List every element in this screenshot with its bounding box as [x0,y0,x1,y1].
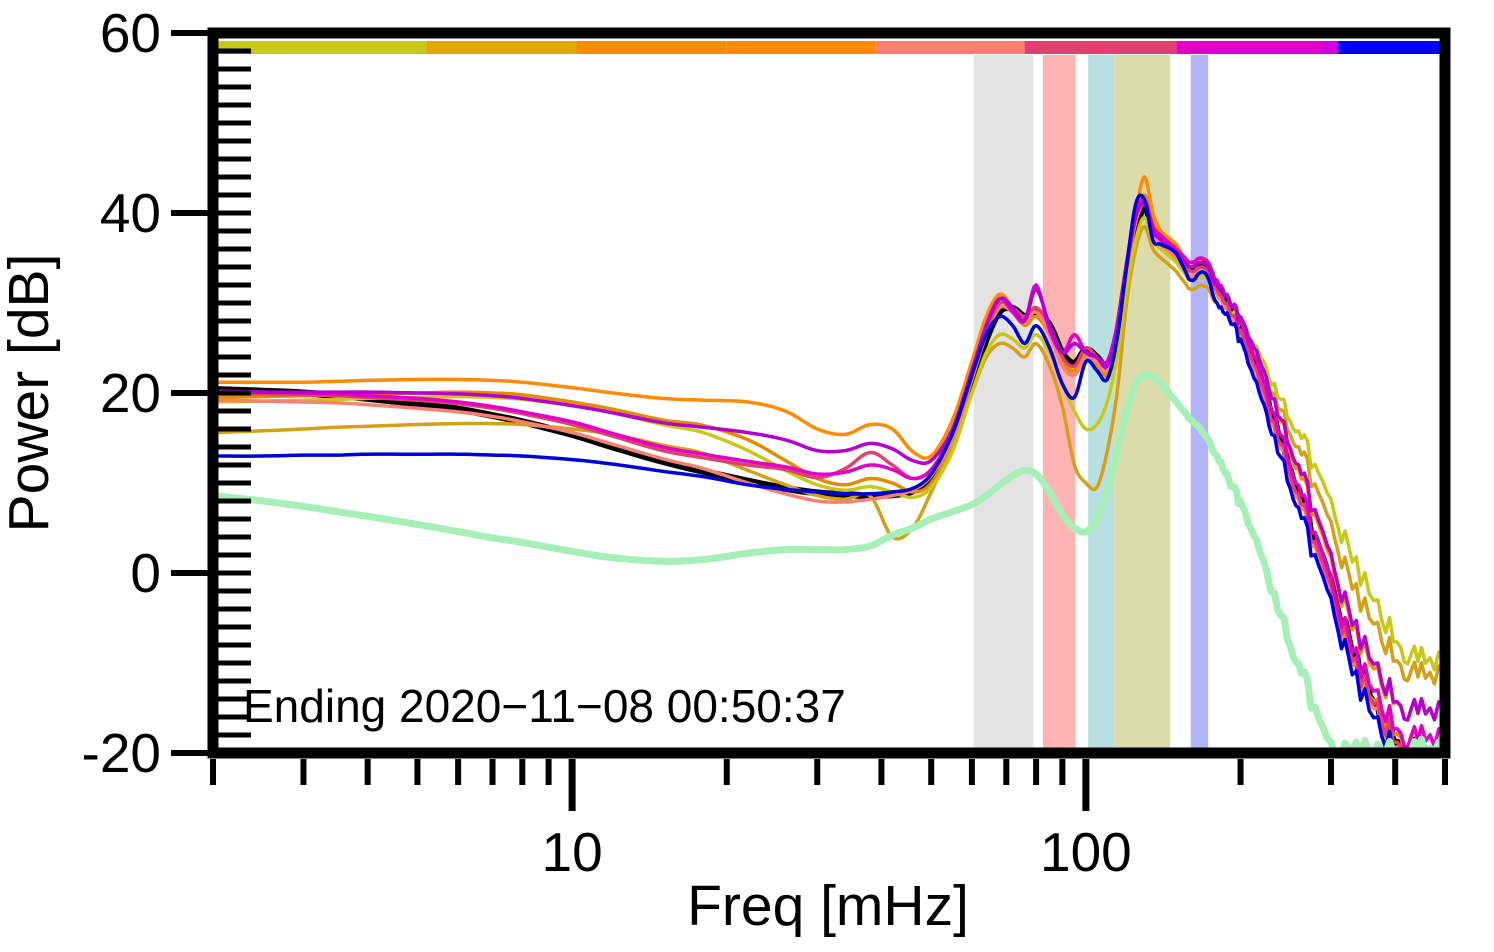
color-bar-segment-6 [1176,41,1324,54]
y-axis-label: Power [dB] [0,254,61,533]
y-tick-label: 20 [100,362,161,424]
top-color-bar [213,41,1445,54]
series-trace-lightgreen [213,371,1445,753]
y-tick-label: 0 [130,542,161,604]
axes-frame [171,27,1451,811]
color-bar-segment-2 [576,41,727,54]
x-tick-label: 100 [1040,821,1132,883]
series-trace-crimson [213,197,1445,753]
band-periwinkle [1190,55,1209,753]
y-tick-label: 40 [100,182,161,244]
shaded-band-group [973,55,1209,753]
x-axis-label: Freq [mHz] [687,874,969,938]
color-bar-segment-5 [1024,41,1177,54]
series-trace-salmon [213,202,1445,753]
band-gray [973,55,1034,753]
color-bar-segment-0 [213,41,427,54]
y-tick-label: -20 [82,722,162,784]
tick-label-group: -20 0 20 40 60 10 100 [82,2,1132,883]
series-trace-purple [213,201,1445,722]
y-tick-label: 60 [100,2,161,64]
color-bar-segment-1 [426,41,577,54]
annotation-text: Ending 2020−11−08 00:50:37 [243,680,846,732]
band-cyan [1088,55,1115,753]
x-tick-label: 10 [542,821,603,883]
color-bar-segment-4 [875,41,1025,54]
band-khaki [1114,55,1171,753]
color-bar-segment-3 [726,41,876,54]
color-bar-segment-blue [1338,41,1445,54]
data-series-group [213,175,1445,753]
series-trace-blue [213,193,1445,753]
